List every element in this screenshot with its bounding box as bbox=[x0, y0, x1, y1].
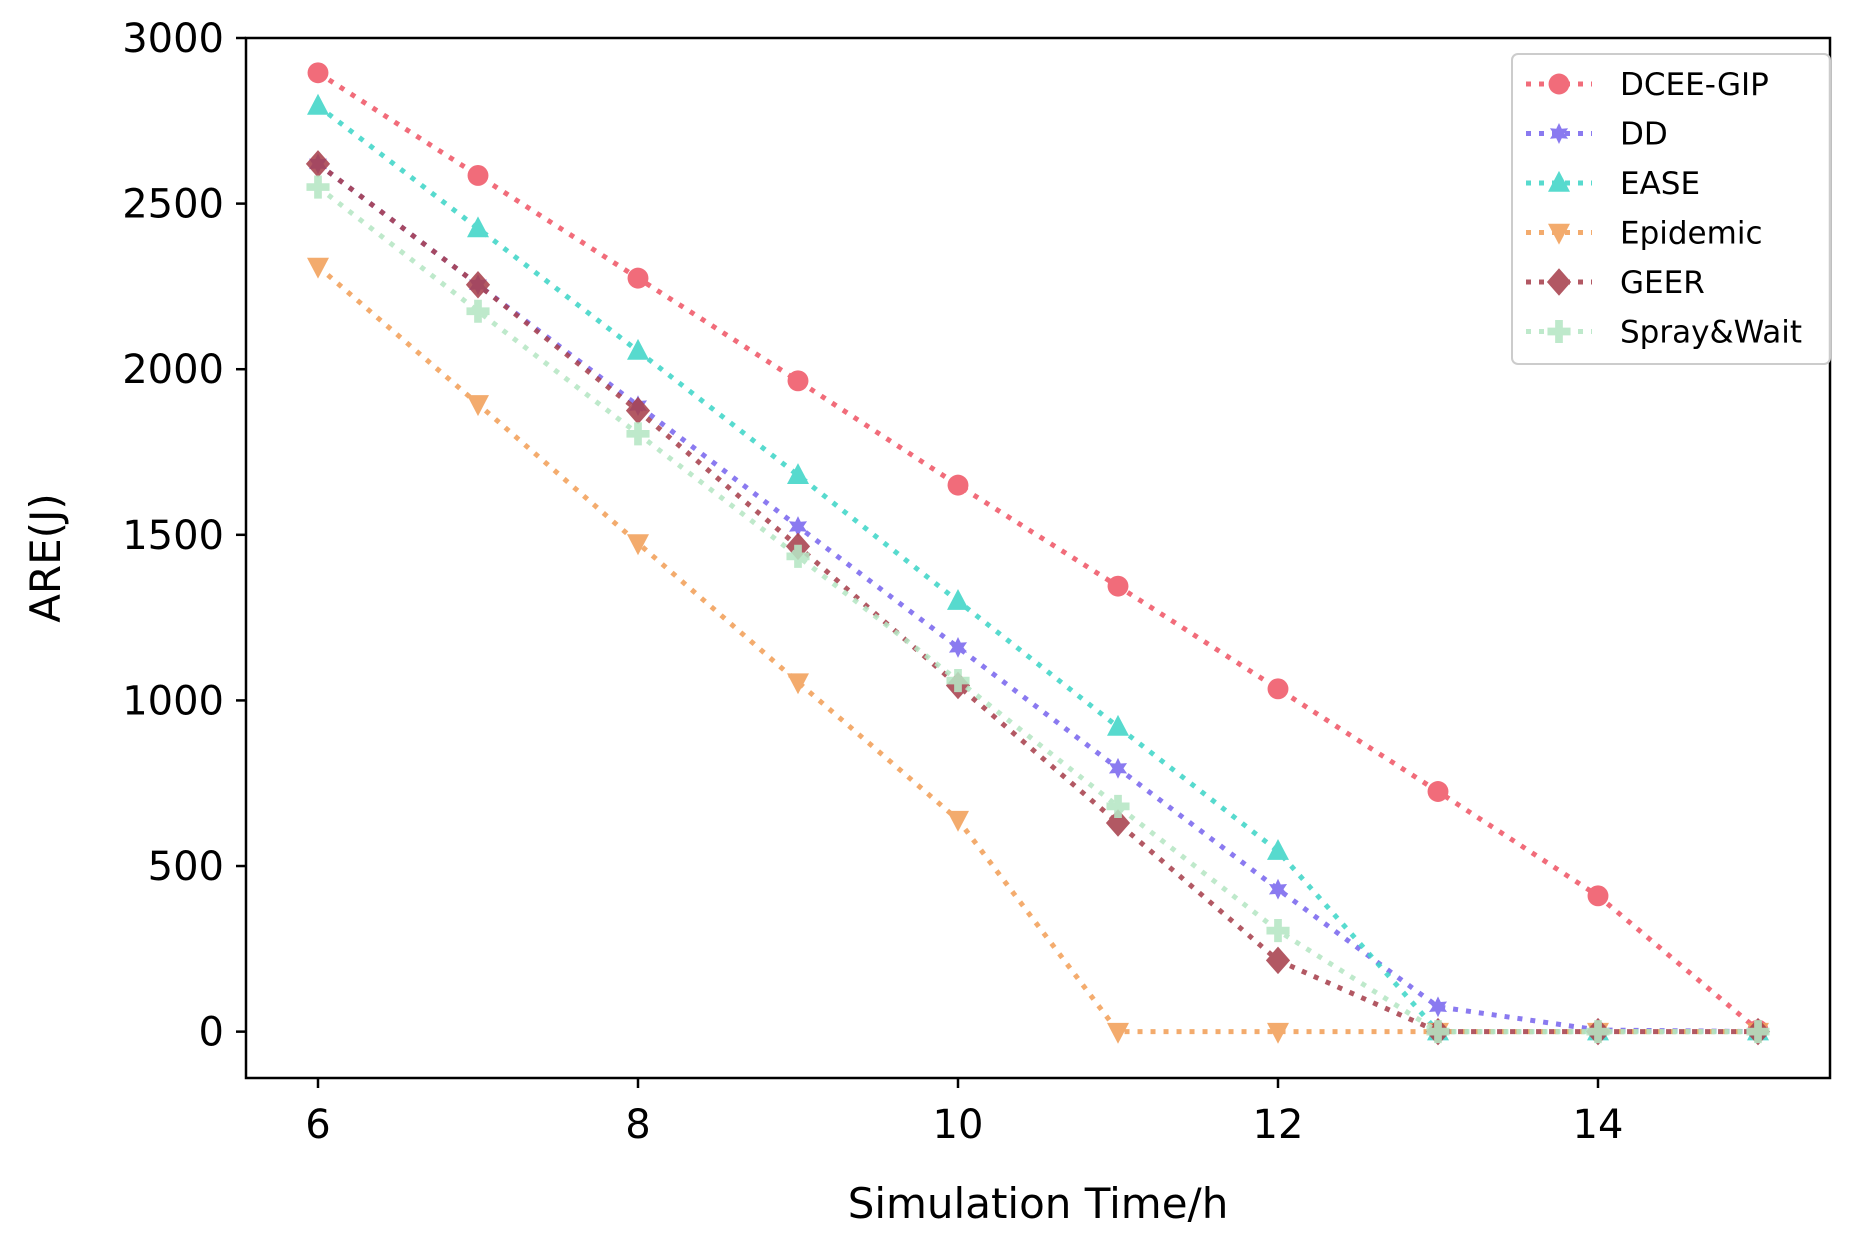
data-point bbox=[1428, 996, 1448, 1018]
data-point bbox=[947, 810, 969, 832]
legend-label: EASE bbox=[1620, 166, 1700, 202]
data-point bbox=[307, 62, 329, 84]
data-point bbox=[788, 516, 808, 537]
legend-item bbox=[1526, 319, 1592, 344]
data-point bbox=[307, 257, 329, 279]
y-axis-label: ARE(J) bbox=[21, 493, 70, 623]
data-point bbox=[467, 216, 489, 238]
series-5 bbox=[306, 175, 1770, 1044]
legend-item bbox=[1526, 223, 1592, 245]
axis-ticks: 6 8 10 12 14 0 500 1000 1500 2000 2500 3000 bbox=[122, 16, 1623, 1148]
data-point bbox=[467, 395, 489, 417]
data-point bbox=[627, 338, 649, 360]
x-axis-label: Simulation Time/h bbox=[848, 1179, 1229, 1228]
y-tick-label: 2500 bbox=[122, 182, 224, 228]
data-point bbox=[1266, 919, 1290, 943]
legend-item bbox=[1526, 123, 1592, 144]
legend-item bbox=[1526, 170, 1592, 192]
series-line bbox=[316, 185, 1758, 1035]
data-point bbox=[1105, 809, 1131, 837]
legend-label: Spray&Wait bbox=[1620, 315, 1802, 351]
legend-label: GEER bbox=[1620, 265, 1705, 301]
data-point bbox=[1268, 878, 1288, 900]
legend-label: DCEE-GIP bbox=[1620, 67, 1769, 103]
data-point bbox=[1746, 1020, 1770, 1044]
data-point bbox=[948, 636, 968, 658]
data-point bbox=[307, 93, 329, 115]
data-point bbox=[1586, 1020, 1610, 1044]
data-point bbox=[306, 175, 330, 199]
y-tick-label: 2000 bbox=[122, 347, 224, 393]
data-point bbox=[627, 534, 649, 556]
data-point bbox=[787, 463, 809, 484]
data-point bbox=[1426, 1020, 1450, 1044]
data-point bbox=[625, 396, 651, 425]
data-point bbox=[627, 267, 649, 289]
x-tick-label: 14 bbox=[1573, 1102, 1624, 1148]
data-point bbox=[626, 422, 650, 446]
data-point bbox=[1107, 714, 1129, 736]
x-tick-label: 12 bbox=[1253, 1102, 1304, 1148]
data-point bbox=[1107, 575, 1129, 597]
data-point bbox=[1267, 1022, 1289, 1044]
data-point bbox=[1427, 781, 1449, 802]
legend-marker bbox=[1549, 123, 1569, 144]
data-point bbox=[946, 668, 970, 693]
data-point bbox=[787, 673, 809, 695]
legend-marker bbox=[1548, 73, 1570, 95]
legend: DCEE-GIP DD EASE Epidemic GEER Spray&Wait bbox=[1511, 53, 1831, 365]
x-tick-label: 8 bbox=[625, 1102, 650, 1148]
data-point bbox=[1108, 757, 1128, 779]
data-point bbox=[1267, 839, 1289, 860]
data-point bbox=[1106, 794, 1130, 818]
y-tick-label: 0 bbox=[199, 1010, 224, 1056]
data-point bbox=[947, 588, 969, 610]
legend-marker bbox=[1548, 223, 1570, 245]
legend-label: Epidemic bbox=[1620, 216, 1762, 252]
series-line bbox=[316, 161, 1758, 1035]
y-tick-label: 3000 bbox=[122, 16, 224, 62]
series-layer bbox=[305, 62, 1771, 1046]
data-point bbox=[466, 299, 490, 323]
legend-item bbox=[1526, 268, 1592, 296]
x-tick-label: 10 bbox=[933, 1102, 984, 1148]
data-point bbox=[467, 165, 489, 186]
data-point bbox=[1587, 885, 1609, 907]
legend-marker bbox=[1547, 319, 1571, 344]
plot-frame bbox=[244, 36, 1832, 1080]
data-point bbox=[1107, 1022, 1129, 1044]
data-point bbox=[1265, 946, 1291, 975]
data-point bbox=[786, 544, 810, 568]
y-tick-label: 1500 bbox=[122, 513, 224, 559]
data-point bbox=[465, 271, 491, 299]
y-tick-label: 1000 bbox=[122, 678, 224, 724]
legend-item bbox=[1526, 73, 1592, 95]
data-point bbox=[947, 474, 969, 496]
data-point bbox=[1267, 678, 1289, 700]
series-0 bbox=[307, 62, 1769, 1041]
legend-marker bbox=[1548, 170, 1570, 192]
legend-marker bbox=[1546, 268, 1572, 296]
data-point bbox=[305, 150, 331, 178]
y-tick-label: 500 bbox=[148, 844, 224, 890]
x-tick-label: 6 bbox=[305, 1102, 330, 1148]
legend-label: DD bbox=[1620, 117, 1668, 153]
data-point bbox=[787, 370, 809, 392]
